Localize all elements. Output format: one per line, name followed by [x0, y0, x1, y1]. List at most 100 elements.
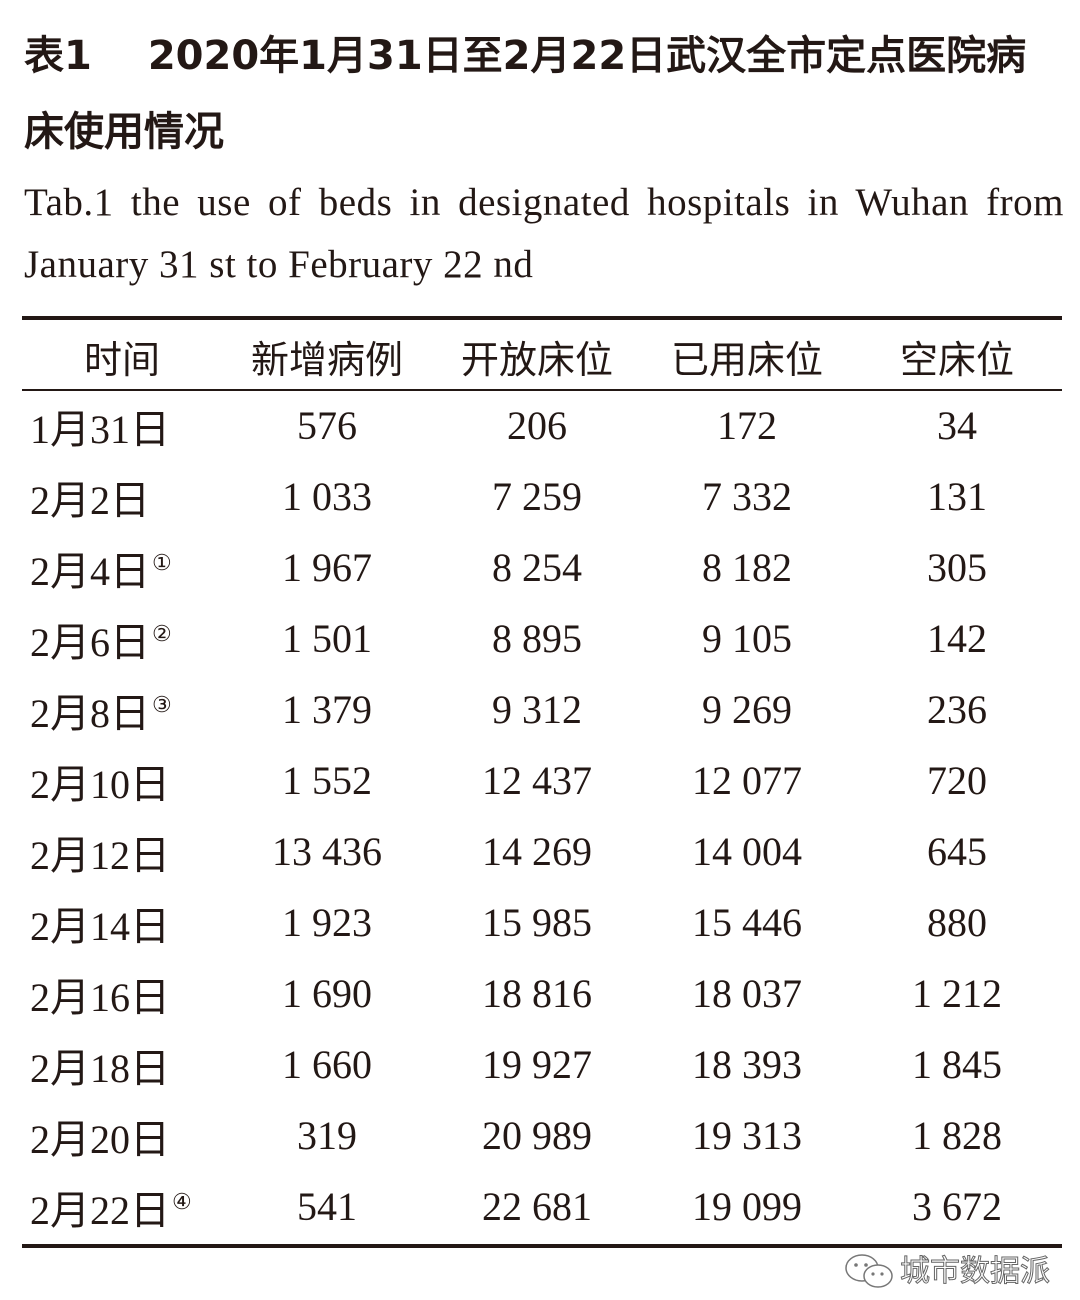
value-cell: 1 967 — [282, 545, 372, 590]
header-rule — [22, 389, 1062, 391]
table-row: 2月22日④ 541 22 681 19 099 3 672 — [22, 1171, 1062, 1242]
value-cell: 14 269 — [482, 829, 592, 874]
bed-usage-table: 时间 新增病例 开放床位 已用床位 空床位 1月31日 576 206 172 34 2月2日 1 … — [22, 322, 1062, 1242]
wechat-icon — [845, 1254, 893, 1288]
table-title-text: 2020年1月31日至2月22日武汉全市定点医院病床使用情况 — [24, 33, 1027, 155]
table-row: 2月12日 13 436 14 269 14 004 645 — [22, 816, 1062, 887]
date-text: 2月16日 — [30, 974, 170, 1020]
date-text: 2月4日 — [30, 548, 150, 594]
column-header: 已用床位 — [670, 337, 823, 382]
value-cell: 7 332 — [702, 474, 792, 519]
value-cell: 1 501 — [282, 616, 372, 661]
footnote-marker: ④ — [172, 1189, 192, 1215]
value-cell: 131 — [927, 474, 987, 519]
value-cell: 12 437 — [482, 758, 592, 803]
date-text: 2月18日 — [30, 1045, 170, 1091]
value-cell: 12 077 — [692, 758, 802, 803]
value-cell: 1 552 — [282, 758, 372, 803]
value-cell: 541 — [297, 1184, 357, 1229]
value-cell: 142 — [927, 616, 987, 661]
value-cell: 9 105 — [702, 616, 792, 661]
value-cell: 18 037 — [692, 971, 802, 1016]
date-cell: 2月16日 — [22, 958, 222, 1029]
value-cell: 19 313 — [692, 1113, 802, 1158]
header-row: 时间 新增病例 开放床位 已用床位 空床位 — [22, 322, 1062, 390]
column-header: 时间 — [83, 337, 160, 382]
date-text: 2月10日 — [30, 761, 170, 807]
date-cell: 2月20日 — [22, 1100, 222, 1171]
value-cell: 206 — [507, 403, 567, 448]
date-cell: 2月2日 — [22, 461, 222, 532]
value-cell: 1 379 — [282, 687, 372, 732]
table-title: 表1 2020年1月31日至2月22日武汉全市定点医院病床使用情况 — [24, 18, 1064, 170]
date-text: 2月12日 — [30, 832, 170, 878]
value-cell: 8 182 — [702, 545, 792, 590]
value-cell: 15 985 — [482, 900, 592, 945]
value-cell: 3 672 — [912, 1184, 1002, 1229]
footnote-marker: ② — [152, 621, 172, 647]
date-text: 2月22日 — [30, 1187, 170, 1233]
value-cell: 9 312 — [492, 687, 582, 732]
date-cell: 2月10日 — [22, 745, 222, 816]
table-row: 2月8日③ 1 379 9 312 9 269 236 — [22, 674, 1062, 745]
value-cell: 22 681 — [482, 1184, 592, 1229]
value-cell: 18 393 — [692, 1042, 802, 1087]
table-row: 2月16日 1 690 18 816 18 037 1 212 — [22, 958, 1062, 1029]
date-cell: 2月14日 — [22, 887, 222, 958]
table-row: 2月4日① 1 967 8 254 8 182 305 — [22, 532, 1062, 603]
table-row: 2月10日 1 552 12 437 12 077 720 — [22, 745, 1062, 816]
value-cell: 15 446 — [692, 900, 802, 945]
value-cell: 576 — [297, 403, 357, 448]
table-title-english: Tab.1 the use of beds in designated hosp… — [24, 181, 1064, 286]
table-number: 表1 — [24, 33, 92, 79]
watermark: 城市数据派 — [844, 1252, 1051, 1292]
table-row: 2月6日② 1 501 8 895 9 105 142 — [22, 603, 1062, 674]
footnote-marker: ① — [152, 550, 172, 576]
value-cell: 1 828 — [912, 1113, 1002, 1158]
value-cell: 1 923 — [282, 900, 372, 945]
value-cell: 305 — [927, 545, 987, 590]
bottom-rule — [22, 1244, 1062, 1248]
value-cell: 18 816 — [482, 971, 592, 1016]
date-cell: 2月8日③ — [22, 674, 222, 745]
value-cell: 1 845 — [912, 1042, 1002, 1087]
date-cell: 1月31日 — [22, 390, 222, 461]
date-text: 2月14日 — [30, 903, 170, 949]
watermark-text: 城市数据派 — [900, 1254, 1051, 1290]
value-cell: 1 033 — [282, 474, 372, 519]
table-row: 2月20日 319 20 989 19 313 1 828 — [22, 1100, 1062, 1171]
value-cell: 9 269 — [702, 687, 792, 732]
value-cell: 13 436 — [272, 829, 382, 874]
date-text: 2月6日 — [30, 619, 150, 665]
table-row: 2月14日 1 923 15 985 15 446 880 — [22, 887, 1062, 958]
value-cell: 319 — [297, 1113, 357, 1158]
table-row: 2月2日 1 033 7 259 7 332 131 — [22, 461, 1062, 532]
value-cell: 7 259 — [492, 474, 582, 519]
table-row: 1月31日 576 206 172 34 — [22, 390, 1062, 461]
value-cell: 1 212 — [912, 971, 1002, 1016]
column-header: 空床位 — [899, 337, 1014, 382]
column-header: 开放床位 — [460, 337, 613, 382]
footnote-marker: ③ — [152, 692, 172, 718]
date-cell: 2月18日 — [22, 1029, 222, 1100]
value-cell: 236 — [927, 687, 987, 732]
value-cell: 14 004 — [692, 829, 802, 874]
date-text: 1月31日 — [30, 406, 170, 452]
value-cell: 8 254 — [492, 545, 582, 590]
date-text: 2月2日 — [30, 477, 150, 523]
column-header: 新增病例 — [250, 337, 403, 382]
date-text: 2月8日 — [30, 690, 150, 736]
date-cell: 2月22日④ — [22, 1171, 222, 1242]
value-cell: 19 099 — [692, 1184, 802, 1229]
value-cell: 645 — [927, 829, 987, 874]
value-cell: 720 — [927, 758, 987, 803]
value-cell: 8 895 — [492, 616, 582, 661]
value-cell: 20 989 — [482, 1113, 592, 1158]
value-cell: 880 — [927, 900, 987, 945]
date-cell: 2月4日① — [22, 532, 222, 603]
date-cell: 2月12日 — [22, 816, 222, 887]
date-text: 2月20日 — [30, 1116, 170, 1162]
date-cell: 2月6日② — [22, 603, 222, 674]
value-cell: 34 — [937, 403, 977, 448]
value-cell: 172 — [717, 403, 777, 448]
